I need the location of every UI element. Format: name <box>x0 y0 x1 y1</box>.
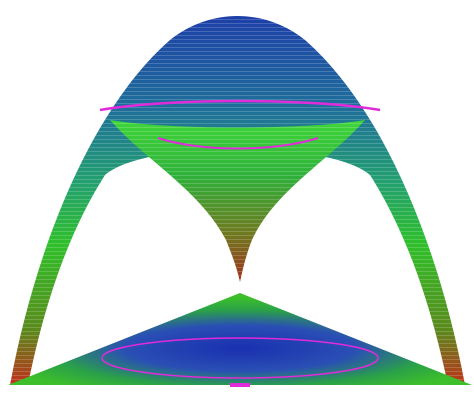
base-contour-ellipse <box>101 337 379 379</box>
inner-funnel-surface <box>110 120 365 282</box>
outer-dome-surface <box>10 16 465 385</box>
base-marker <box>230 383 250 387</box>
base-triangle-projection <box>8 293 472 387</box>
contour-lines <box>99 99 381 150</box>
